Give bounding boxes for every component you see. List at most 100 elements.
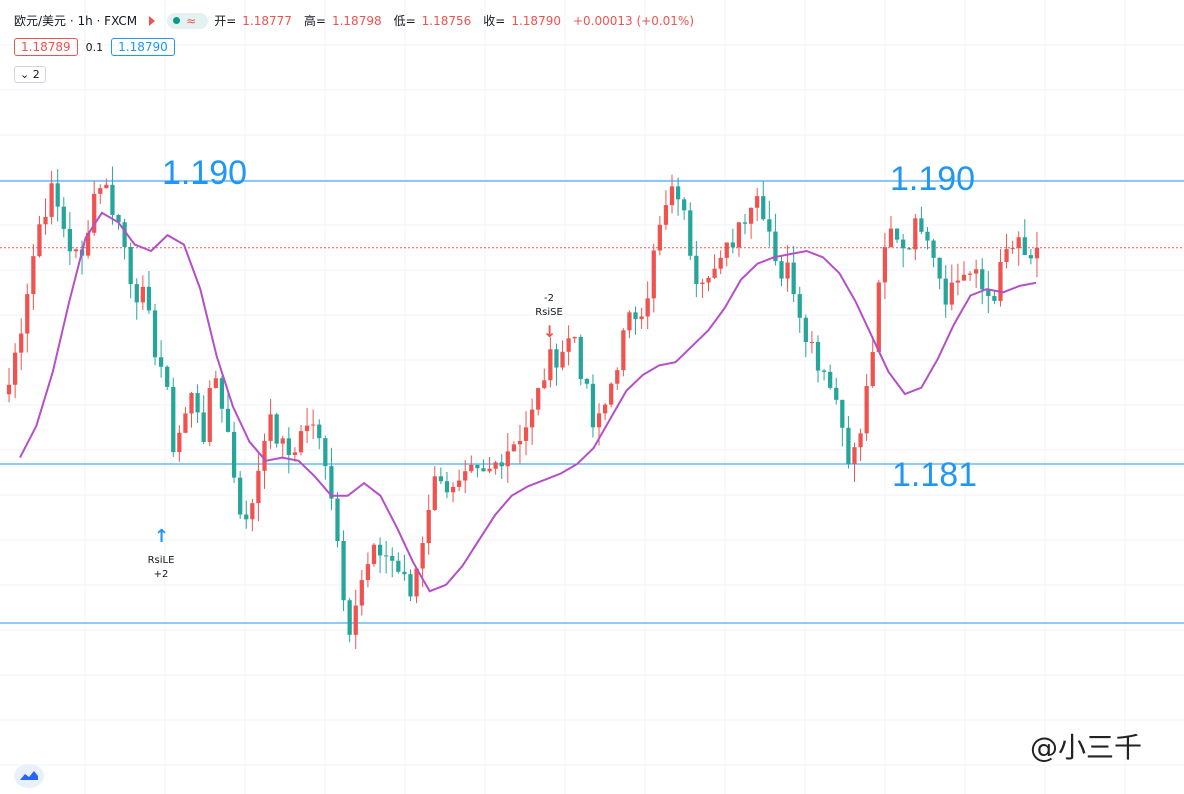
candle-body — [840, 399, 845, 428]
candle-body — [615, 370, 620, 384]
candle-body — [280, 438, 285, 444]
candle-body — [712, 268, 717, 278]
candle-body — [165, 366, 170, 387]
level-label-upper-right: 1.190 — [890, 160, 976, 198]
candle-body — [359, 580, 364, 606]
candle-body — [244, 514, 249, 520]
candle-body — [992, 296, 997, 301]
candle-body — [469, 464, 474, 472]
status-dot-icon — [173, 17, 181, 24]
candle-body — [864, 386, 869, 434]
candle-body — [724, 242, 729, 258]
candle-body — [821, 370, 827, 372]
tradingview-logo-icon[interactable] — [14, 764, 44, 788]
candle-body — [669, 186, 675, 206]
candle-body — [688, 210, 693, 256]
candle-body — [755, 196, 760, 208]
candle-body — [390, 555, 395, 561]
candle-body — [1028, 255, 1034, 259]
candle-body — [584, 378, 589, 384]
ohlc-high: 高= 1.18798 — [303, 14, 382, 28]
candle-body — [542, 380, 547, 389]
price-change: +0.00013 (+0.01%) — [572, 13, 694, 28]
candle-body — [371, 544, 377, 565]
candle-body — [256, 470, 261, 504]
candle-body — [706, 277, 711, 283]
candle-body — [809, 341, 815, 343]
candle-body — [572, 336, 577, 339]
symbol-title[interactable]: 欧元/美元 · 1h · FXCM — [14, 14, 138, 28]
candle-body — [238, 477, 243, 515]
candle-body — [140, 286, 145, 303]
candle-body — [177, 432, 182, 453]
candle-body — [311, 424, 316, 426]
ma-line — [19, 211, 1037, 593]
bid-ask-row: 1.18789 0.1 1.18790 — [14, 38, 181, 56]
candle-body — [43, 216, 48, 225]
candle-body — [12, 352, 18, 385]
candle-body — [67, 228, 72, 252]
candle-body — [457, 480, 462, 487]
candle-body — [511, 444, 517, 452]
candle-body — [773, 231, 778, 262]
arrow-down-icon: ↓ — [543, 322, 557, 341]
candle-body — [493, 462, 498, 469]
candle-body — [481, 468, 486, 472]
candle-body — [554, 349, 559, 368]
candle-body — [894, 228, 900, 240]
wave-icon: ≈ — [186, 13, 197, 28]
candle-body — [627, 312, 632, 331]
flag-icon[interactable] — [149, 15, 156, 26]
candle-body — [189, 393, 194, 414]
candle-body — [761, 196, 766, 220]
candle-body — [85, 232, 91, 256]
candle-body — [335, 498, 340, 542]
candle-body — [675, 186, 681, 200]
candle-body — [402, 571, 407, 575]
candle-body — [104, 184, 109, 189]
candle-body — [651, 250, 656, 299]
candle-body — [523, 427, 529, 441]
bid-price-button[interactable]: 1.18789 — [14, 38, 78, 56]
candle-body — [657, 224, 662, 251]
candle-body — [529, 409, 535, 428]
candle-body — [828, 371, 833, 388]
candle-body — [499, 462, 504, 467]
candle-body — [98, 188, 103, 194]
spread-value: 0.1 — [85, 40, 104, 54]
candle-body — [1022, 237, 1027, 256]
candle-body — [907, 248, 912, 250]
candle-body — [426, 509, 431, 544]
indicator-collapse-button[interactable]: ⌄ 2 — [14, 66, 46, 83]
market-status-pill[interactable]: ≈ — [167, 12, 209, 29]
candle-body — [590, 383, 596, 428]
candle-body — [146, 286, 152, 311]
candle-body — [955, 280, 961, 283]
candle-body — [31, 256, 36, 295]
candle-body — [974, 269, 979, 274]
candle-body — [937, 257, 942, 279]
candle-body — [1016, 237, 1021, 249]
candle-body — [420, 543, 425, 569]
candle-body — [73, 249, 79, 252]
candle-body — [274, 414, 279, 444]
candle-body — [317, 424, 322, 439]
candle-body — [980, 269, 985, 290]
candle-body — [645, 298, 650, 317]
candle-body — [195, 393, 200, 413]
level-label-upper-left: 1.190 — [162, 154, 248, 192]
ask-price-button[interactable]: 1.18790 — [111, 38, 175, 56]
short-signal-label: -2 RsiSE — [535, 293, 563, 318]
candle-body — [1004, 249, 1009, 262]
candle-body — [943, 278, 948, 305]
candle-body — [414, 568, 419, 597]
long-signal-label: RsiLE +2 — [147, 555, 175, 580]
candle-body — [639, 316, 644, 320]
candle-body — [736, 222, 742, 248]
candle-body — [116, 214, 121, 223]
watermark-text: @小三千 — [1030, 731, 1143, 764]
candle-body — [219, 378, 225, 409]
candle-body — [432, 476, 437, 510]
